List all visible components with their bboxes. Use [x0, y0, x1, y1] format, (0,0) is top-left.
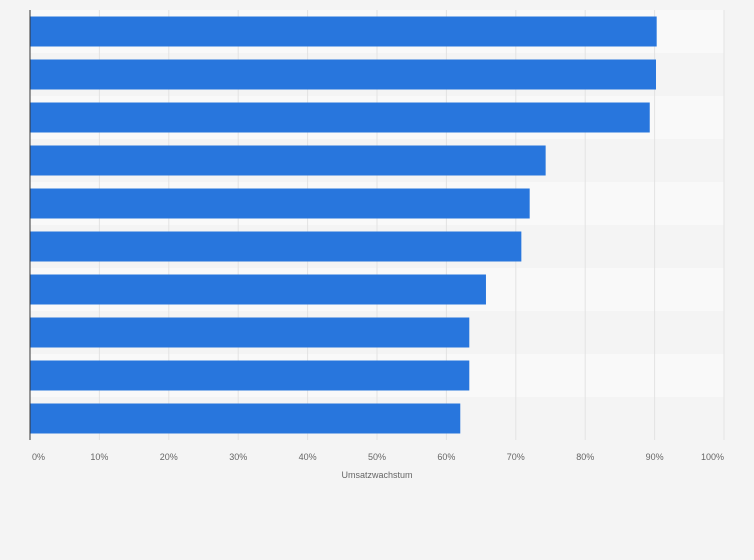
x-tick-label: 0%: [32, 452, 45, 462]
bar: [30, 145, 546, 176]
bar: [30, 231, 522, 262]
bar: [30, 102, 650, 133]
x-axis-title: Umsatzwachstum: [341, 470, 412, 480]
bar: [30, 59, 656, 90]
bar: [30, 360, 470, 391]
x-tick-label: 40%: [299, 452, 317, 462]
x-tick-label: 20%: [160, 452, 178, 462]
bar: [30, 16, 657, 47]
bars: [30, 16, 657, 434]
x-tick-label: 70%: [507, 452, 525, 462]
x-tick-label: 90%: [646, 452, 664, 462]
x-tick-label: 100%: [701, 452, 724, 462]
bar: [30, 274, 486, 305]
x-tick-label: 10%: [90, 452, 108, 462]
x-tick-label: 30%: [229, 452, 247, 462]
x-tick-label: 50%: [368, 452, 386, 462]
bar: [30, 188, 530, 219]
x-tick-labels: 0% 10% 20% 30% 40% 50% 60% 70% 80% 90% 100%: [32, 452, 724, 462]
bar: [30, 403, 461, 434]
x-tick-label: 80%: [576, 452, 594, 462]
bar: [30, 317, 470, 348]
x-tick-label: 60%: [437, 452, 455, 462]
